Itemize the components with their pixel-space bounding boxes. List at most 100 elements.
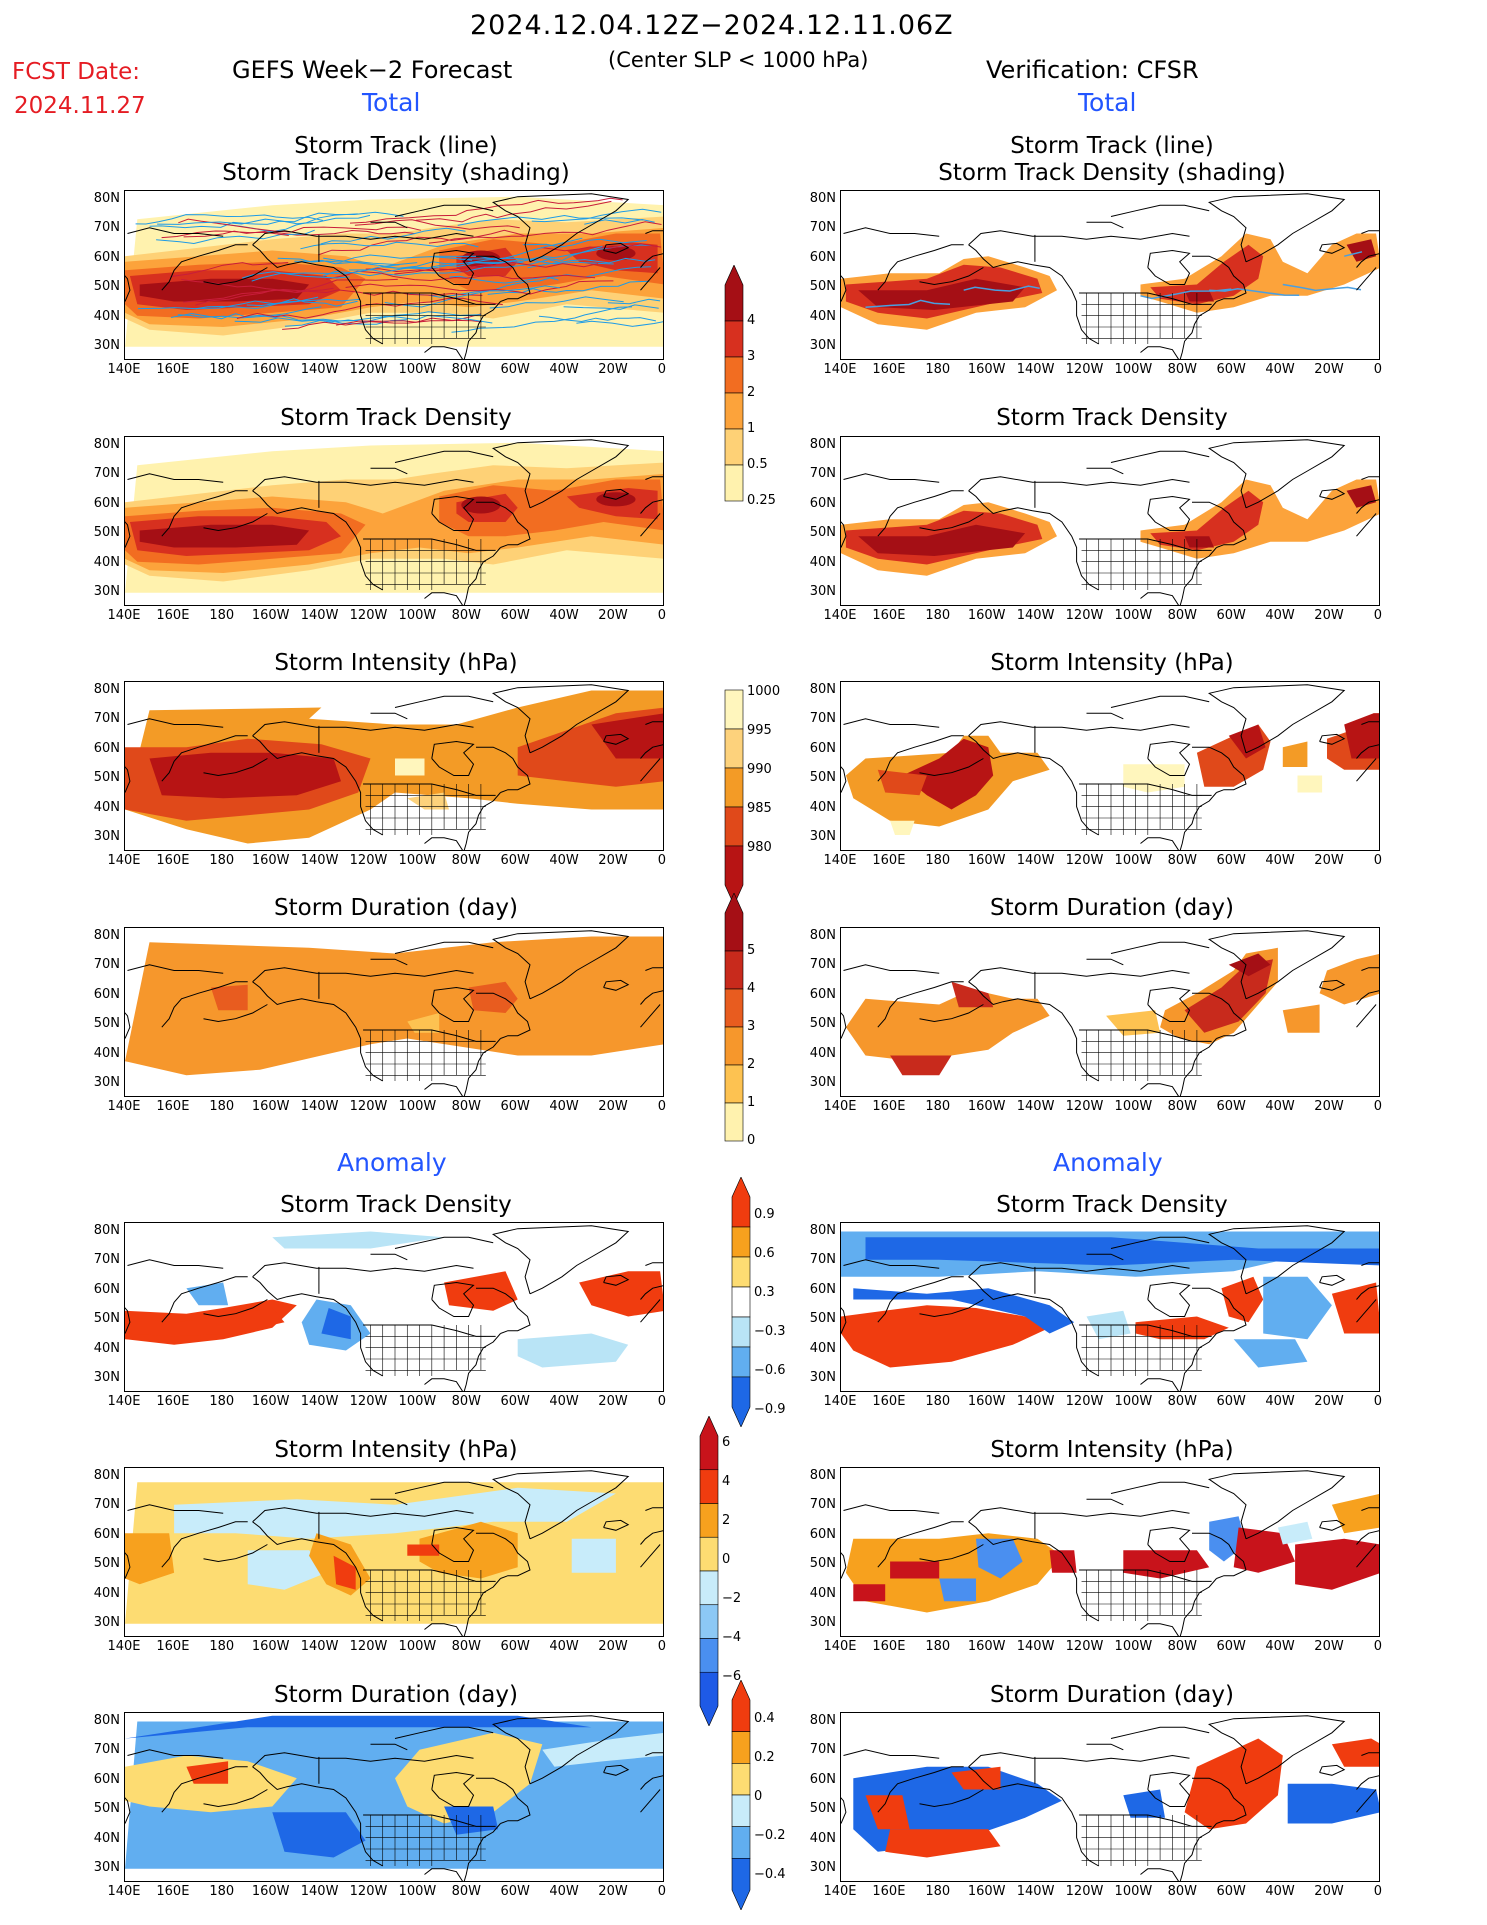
lon-tick-label: 180	[209, 362, 235, 377]
coastline	[968, 1276, 1099, 1377]
storm-track-line	[161, 230, 289, 239]
lon-tick-label: 20W	[598, 1639, 628, 1654]
coastlines	[841, 930, 1379, 1096]
lat-tick-label: 80N	[809, 191, 836, 206]
lat-tick-label: 30N	[93, 1075, 120, 1090]
colorbar-segment	[731, 1858, 751, 1910]
lon-tick-label: 180	[209, 853, 235, 868]
lon-tick-label: 80W	[451, 1639, 481, 1654]
coastlines	[125, 930, 663, 1096]
lat-tick-label: 80N	[809, 1223, 836, 1238]
coastline	[476, 1532, 531, 1579]
lat-tick-label: 70N	[809, 1742, 836, 1758]
lon-tick-label: 100W	[1114, 1884, 1153, 1899]
storm-track-line	[522, 238, 647, 248]
shaded-region	[1184, 959, 1273, 1033]
coastline	[252, 1752, 474, 1768]
colorbar-label: −0.6	[754, 1363, 786, 1378]
lon-tick-label: 20W	[1314, 1394, 1344, 1409]
shaded-region	[1277, 1521, 1313, 1545]
shaded-region	[139, 278, 310, 302]
lon-tick-label: 160W	[251, 1099, 290, 1114]
lon-tick-label: 40W	[1265, 1099, 1295, 1114]
shaded-region	[951, 1766, 1001, 1790]
coastlines	[125, 1225, 663, 1391]
shaded-region	[1228, 953, 1271, 977]
lat-tick-label: 80N	[93, 191, 120, 206]
coastline	[1207, 1225, 1346, 1295]
coastline	[645, 230, 663, 234]
coastline	[463, 1823, 501, 1881]
lon-tick-label: 20W	[1314, 608, 1344, 623]
shaded-region	[210, 984, 248, 1011]
panel-title-duration-verif: Storm Duration (day)	[990, 895, 1234, 921]
coastline	[603, 242, 630, 254]
lon-tick-label: 0	[657, 608, 667, 623]
coastline	[424, 837, 464, 850]
panel-title-track-density-shading: Storm Track Density (shading)	[222, 160, 570, 186]
lon-tick-label: 140W	[300, 1394, 339, 1409]
coastline	[1319, 1519, 1346, 1531]
lat-tick-label: 60N	[809, 740, 836, 756]
storm-track-line	[1282, 283, 1362, 292]
lat-tick-label: 80N	[93, 1468, 120, 1483]
fcst-date-label: FCST Date:	[12, 59, 140, 85]
coastline	[640, 990, 663, 1005]
coastline	[424, 1868, 464, 1881]
storm-track-line	[428, 221, 662, 244]
lon-tick-label: 140W	[1016, 1394, 1055, 1409]
lon-tick-label: 60W	[1216, 608, 1246, 623]
coastline	[640, 744, 663, 759]
coastline	[252, 476, 474, 492]
shaded-region	[1331, 1738, 1379, 1767]
colorbar-segment	[724, 845, 744, 905]
lon-tick-label: 60W	[500, 1394, 530, 1409]
coastline	[603, 979, 630, 991]
lon-tick-label: 140W	[300, 1639, 339, 1654]
colorbar-label: 1	[747, 1095, 756, 1110]
gefs-title: GEFS Week−2 Forecast	[232, 56, 513, 84]
shaded-region	[186, 1282, 229, 1306]
colorbar-label: 985	[747, 801, 772, 816]
coastline	[1319, 488, 1346, 500]
lon-tick-label: 160W	[967, 1099, 1006, 1114]
storm-track-line	[963, 285, 1040, 292]
colorbar-segment	[699, 1536, 719, 1572]
shaded-region	[149, 752, 341, 799]
coastline	[370, 467, 408, 475]
lon-tick-label: 20W	[598, 1884, 628, 1899]
coastline	[1086, 958, 1124, 966]
lat-tick-label: 60N	[809, 986, 836, 1002]
coastline	[1147, 1771, 1191, 1807]
lat-tick-label: 40N	[93, 308, 120, 324]
coastline	[1110, 941, 1210, 954]
coastline	[1147, 495, 1191, 531]
lat-tick-label: 70N	[93, 957, 120, 973]
lon-tick-label: 0	[657, 362, 667, 377]
coastline	[843, 718, 940, 728]
coastline	[370, 958, 408, 966]
coastline	[640, 1775, 663, 1790]
coastline	[161, 1766, 248, 1813]
shaded-region	[125, 1755, 297, 1813]
coastline	[919, 1299, 984, 1318]
lon-tick-label: 60W	[500, 853, 530, 868]
coastline	[1192, 1287, 1247, 1334]
lat-tick-label: 40N	[93, 1045, 120, 1061]
lon-tick-label: 0	[1373, 608, 1383, 623]
coastlines	[841, 684, 1379, 850]
coastline	[968, 981, 1099, 1082]
lat-tick-label: 40N	[809, 1830, 836, 1846]
lon-tick-label: 100W	[398, 1394, 437, 1409]
coastline	[968, 1752, 1190, 1768]
lon-tick-label: 120W	[349, 362, 388, 377]
lat-tick-label: 30N	[93, 584, 120, 599]
lon-tick-label: 160W	[967, 1394, 1006, 1409]
coastline	[841, 1797, 847, 1824]
lon-tick-label: 120W	[349, 1884, 388, 1899]
lon-tick-label: 80W	[451, 853, 481, 868]
lon-tick-label: 100W	[1114, 853, 1153, 868]
storm-track-line	[607, 298, 661, 305]
storm-track-line	[384, 285, 561, 308]
coastline	[841, 1552, 847, 1579]
